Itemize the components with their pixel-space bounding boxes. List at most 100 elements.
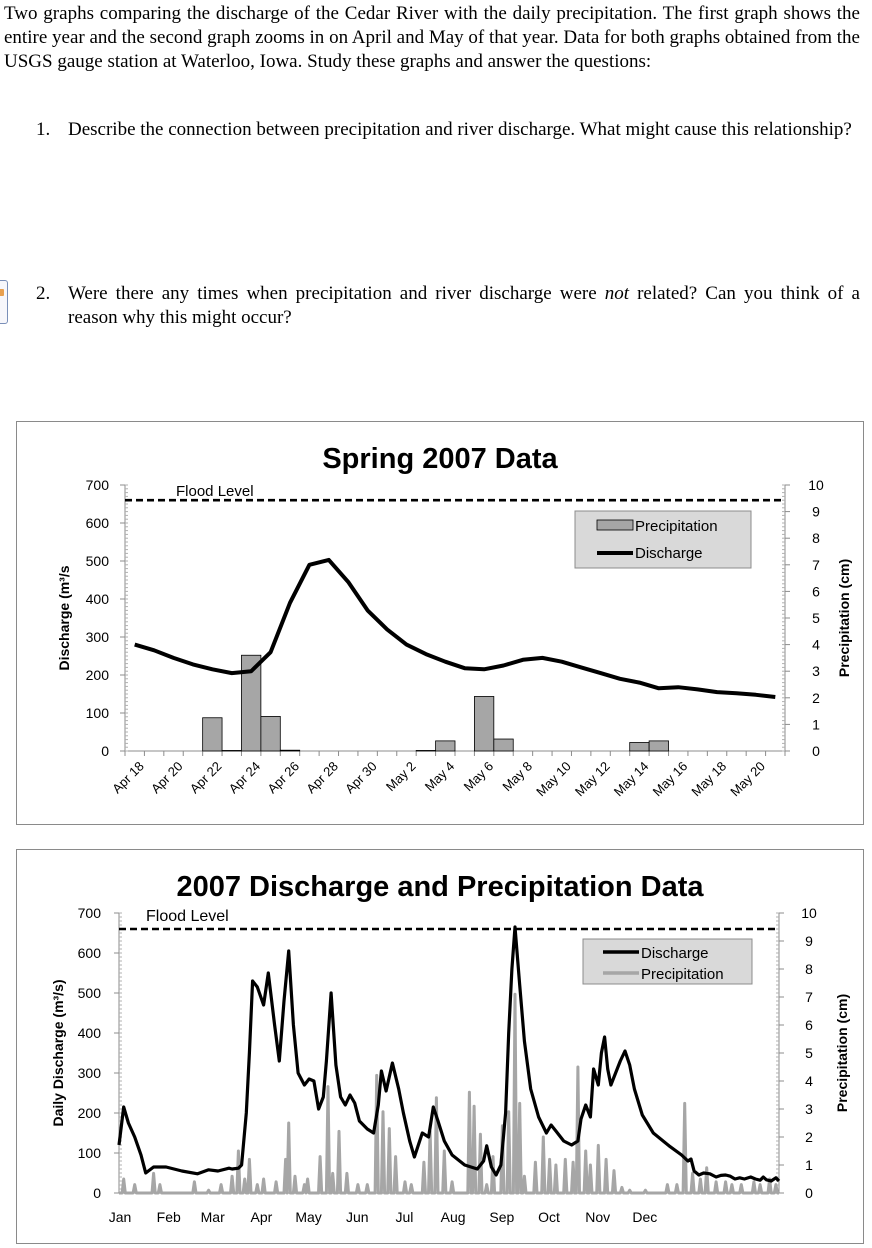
left-tick-label: 0 — [93, 1185, 101, 1201]
precipitation-bar — [221, 750, 242, 752]
question-1-number: 1. — [36, 119, 51, 140]
legend-box — [582, 938, 753, 985]
precipitation-bar — [629, 742, 650, 752]
right-tick-label: 8 — [812, 530, 820, 546]
legend-discharge-label: Discharge — [641, 945, 709, 962]
precipitation-bar — [648, 740, 669, 752]
right-tick-label: 10 — [808, 477, 824, 493]
comment-marker-icon[interactable] — [0, 280, 8, 324]
chart-title: Spring 2007 Data — [322, 443, 558, 475]
left-tick-label: 500 — [86, 553, 110, 569]
annual-chart-frame: 2007 Discharge and Precipitation Data 0 10… — [16, 849, 864, 1244]
left-tick-label: 100 — [78, 1145, 102, 1161]
precipitation-bar — [415, 750, 436, 752]
x-tick-label: Oct — [538, 1209, 560, 1225]
left-tick-label: 600 — [78, 945, 102, 961]
question-2-emphasis: not — [604, 283, 630, 304]
x-tick-label: May 14 — [611, 759, 652, 800]
left-tick-label: 500 — [78, 985, 102, 1001]
question-2-text-after: related? Can you think of a reason why t… — [68, 283, 860, 328]
chart-title: 2007 Discharge and Precipitation Data — [176, 871, 704, 903]
x-tick-label: Feb — [157, 1209, 181, 1225]
left-tick-label: 200 — [78, 1105, 102, 1121]
x-tick-label: Nov — [585, 1209, 610, 1225]
x-tick-label: May 6 — [461, 759, 497, 795]
precipitation-bar — [279, 749, 301, 752]
x-tick-label: May 8 — [499, 759, 535, 795]
right-tick-label: 1 — [805, 1157, 813, 1173]
right-tick-label: 4 — [805, 1073, 813, 1089]
left-tick-label: 0 — [101, 743, 109, 759]
x-tick-label: Apr 20 — [148, 759, 186, 797]
spring-chart-frame: Spring 2007 Data 0 100 200 300 400 500 600 700 0 1… — [16, 421, 864, 825]
intro-paragraph: Two graphs comparing the discharge of th… — [4, 3, 860, 72]
x-tick-label: Apr 30 — [342, 759, 380, 797]
legend-discharge-label: Discharge — [635, 545, 703, 562]
x-tick-label: Apr 26 — [264, 759, 302, 797]
right-tick-label: 9 — [812, 504, 820, 520]
spring-2007-chart: Spring 2007 Data 0 100 200 300 400 500 600 700 0 1… — [56, 443, 852, 800]
x-tick-label: May 18 — [688, 759, 729, 800]
right-tick-label: 7 — [812, 557, 820, 573]
x-tick-label: May 12 — [572, 759, 613, 800]
annual-2007-chart: 2007 Discharge and Precipitation Data010… — [50, 871, 850, 1225]
right-tick-label: 7 — [805, 989, 813, 1005]
x-tick-label: May — [295, 1209, 321, 1225]
discharge-line — [117, 925, 781, 1183]
right-tick-label: 0 — [805, 1185, 813, 1201]
right-tick-label: 3 — [812, 663, 820, 679]
x-tick-label: Apr — [251, 1209, 273, 1225]
precipitation-bar — [435, 740, 456, 752]
left-tick-label: 700 — [78, 905, 102, 921]
right-tick-label: 6 — [805, 1017, 813, 1033]
legend-precipitation-label: Precipitation — [641, 966, 724, 983]
y-axis-right-label: Precipitation (cm) — [836, 559, 852, 677]
left-tick-label: 400 — [78, 1025, 102, 1041]
right-tick-label: 5 — [805, 1045, 813, 1061]
x-tick-label: Apr 28 — [303, 759, 341, 797]
flood-level-label: Flood Level — [176, 483, 254, 500]
x-tick-label: May 4 — [422, 759, 458, 795]
question-2-number: 2. — [36, 283, 51, 304]
left-tick-label: 300 — [78, 1065, 102, 1081]
question-2-text: Were there any times when precipitation … — [68, 282, 860, 330]
precipitation-bar — [260, 716, 281, 752]
x-tick-label: Jul — [395, 1209, 413, 1225]
precipitation-bar — [241, 654, 262, 752]
x-tick-label: May 20 — [727, 759, 768, 800]
right-tick-label: 0 — [812, 743, 820, 759]
discharge-line — [134, 557, 776, 699]
right-tick-label: 9 — [805, 933, 813, 949]
x-tick-label: May 2 — [383, 759, 419, 795]
right-tick-label: 2 — [805, 1129, 813, 1145]
left-tick-label: 100 — [86, 705, 110, 721]
x-tick-label: Apr 24 — [226, 759, 264, 797]
left-tick-label: 600 — [86, 515, 110, 531]
left-tick-label: 700 — [86, 477, 110, 493]
x-tick-label: May 16 — [650, 759, 691, 800]
right-tick-label: 1 — [812, 716, 820, 732]
left-tick-label: 200 — [86, 667, 110, 683]
right-tick-label: 10 — [801, 905, 817, 921]
precipitation-line — [119, 992, 779, 1195]
right-tick-label: 2 — [812, 690, 820, 706]
x-tick-label: May 10 — [533, 759, 574, 800]
x-tick-label: Mar — [201, 1209, 225, 1225]
legend-precipitation-swatch — [596, 519, 634, 531]
x-tick-label: Dec — [632, 1209, 657, 1225]
question-2-text-before: Were there any times when precipitation … — [68, 283, 605, 304]
precipitation-bar — [474, 696, 495, 752]
right-tick-label: 4 — [812, 637, 820, 653]
x-tick-label: Jan — [109, 1209, 132, 1225]
left-tick-label: 300 — [86, 629, 110, 645]
y-axis-right-label: Precipitation (cm) — [834, 994, 850, 1112]
right-tick-label: 5 — [812, 610, 820, 626]
legend-precipitation-label: Precipitation — [635, 518, 718, 535]
y-axis-left-label: Daily Discharge (m³/s) — [50, 979, 66, 1126]
question-1-text: Describe the connection between precipit… — [68, 119, 852, 140]
x-tick-label: Apr 18 — [109, 759, 147, 797]
right-tick-label: 3 — [805, 1101, 813, 1117]
right-tick-label: 8 — [805, 961, 813, 977]
precipitation-bar — [493, 738, 514, 752]
precipitation-bar — [202, 717, 223, 752]
